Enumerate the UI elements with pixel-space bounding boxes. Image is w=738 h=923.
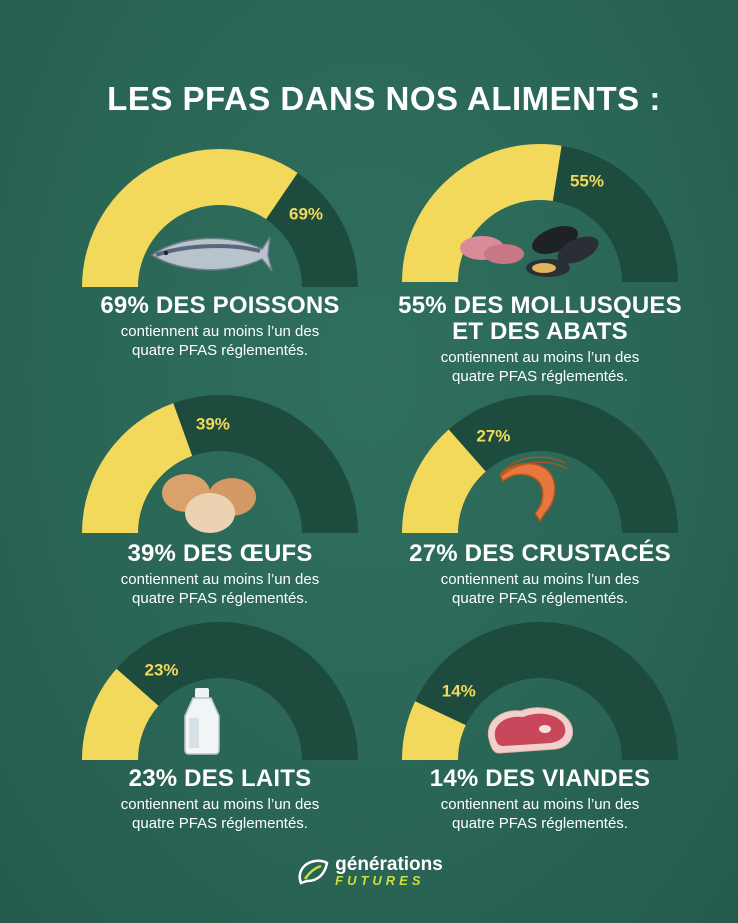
logo-line2: FUTURES [335,873,425,888]
gauge-filled-arc [82,403,193,533]
stat-caption: 27% DES CRUSTACÉS contiennent au moins l… [370,541,710,608]
gauge-chart: 39% [70,393,370,533]
gauge-chart: 23% [70,620,370,760]
stat-caption: 14% DES VIANDES contiennent au moins l’u… [370,766,710,833]
gauge-filled-arc [402,143,562,282]
stat-caption: 23% DES LAITS contiennent au moins l’un … [50,766,390,833]
stat-subtitle: contiennent au moins l’un des quatre PFAS… [120,571,320,607]
stat-title: 55% DES MOLLUSQUES ET DES ABATS [398,292,682,345]
stat-title: 69% DES POISSONS [100,292,340,319]
gauge-svg: 23% [82,622,358,760]
gauge-chart: 69% [70,147,370,287]
stat-subtitle: contiennent au moins l’un des quatre PFAS… [440,349,640,385]
stat-caption: 39% DES ŒUFS contiennent au moins l’un d… [50,541,390,608]
gauge-value-label: 69% [289,205,323,224]
gauge-chart: 27% [390,393,690,533]
gauge-remaining-arc [82,622,358,760]
gauge-svg: 39% [82,395,358,533]
logo-line1: générations [335,854,443,875]
gauge-value-label: 39% [196,415,230,434]
gauge-filled-arc [402,429,486,533]
stat-subtitle: contiennent au moins l’un des quatre PFAS… [440,571,640,607]
gauge-svg: 14% [402,622,678,760]
shrimp-icon [499,456,568,523]
brand-logo: générations FUTURES [0,854,738,892]
gauge-filled-arc [82,668,159,760]
stat-subtitle: contiennent au moins l’un des quatre PFAS… [440,796,640,832]
stat-subtitle: contiennent au moins l’un des quatre PFAS… [120,796,320,832]
gauge-remaining-arc [402,395,678,533]
page-title: LES PFAS DANS NOS ALIMENTS : [107,80,661,117]
gauge-chart: 14% [390,620,690,760]
mussels-offal-icon [460,226,599,277]
leaf-logo-icon [298,859,329,885]
gauge-value-label: 23% [145,660,179,679]
gauge-chart: 55% [390,142,690,282]
stat-title: 27% DES CRUSTACÉS [409,540,671,567]
stat-title: 23% DES LAITS [128,765,312,792]
gauge-svg: 69% [82,149,358,287]
stat-caption: 69% DES POISSONS contiennent au moins l’… [50,293,390,360]
gauge-svg: 27% [402,395,678,533]
stat-subtitle: contiennent au moins l’un des quatre PFAS… [120,323,320,359]
milk-bottle-icon [184,688,220,755]
stat-title: 14% DES VIANDES [429,765,651,792]
gauge-filled-arc [402,701,466,760]
eggs-icon [162,474,256,533]
steak-icon [487,707,573,754]
gauge-remaining-arc [402,622,678,760]
gauge-value-label: 14% [442,681,476,700]
stat-caption: 55% DES MOLLUSQUES ET DES ABATS contienne… [370,293,710,386]
gauge-value-label: 27% [476,426,510,445]
gauge-svg: 55% [402,143,678,282]
fish-icon [150,236,273,272]
stat-title: 39% DES ŒUFS [127,540,313,567]
gauge-filled-arc [82,149,298,287]
gauge-value-label: 55% [570,172,604,191]
